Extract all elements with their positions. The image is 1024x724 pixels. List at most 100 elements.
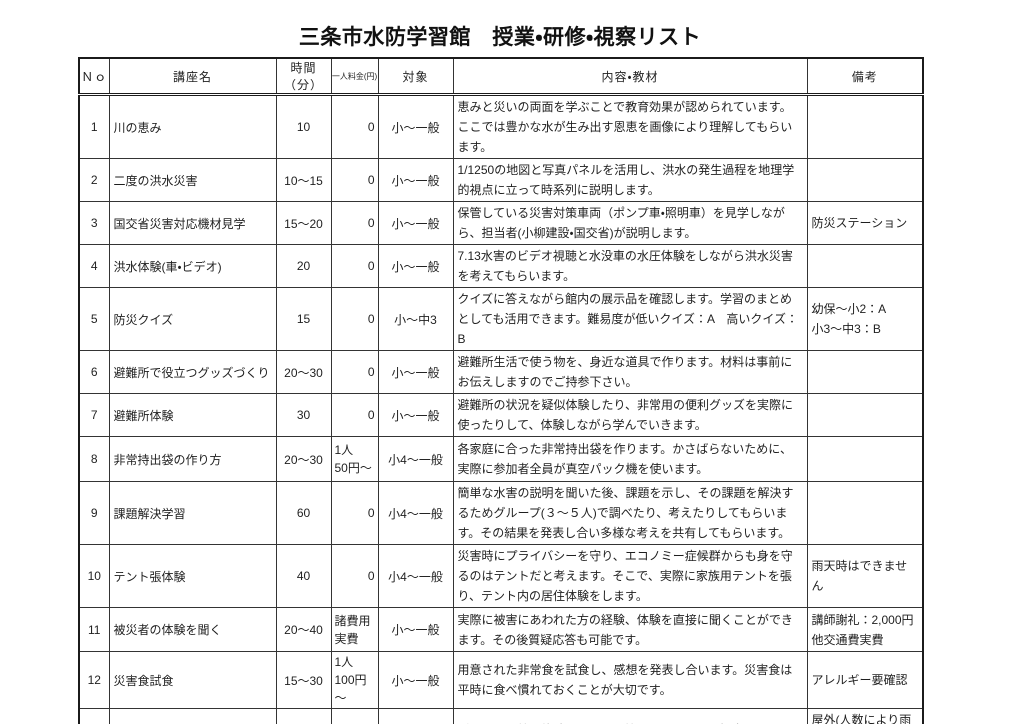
cell-target: 小4～ (377, 708, 454, 724)
cell-course-name: 防災クイズ (108, 287, 277, 351)
cell-no: 11 (78, 607, 110, 652)
cell-fee-per-person: 0 (330, 544, 379, 608)
cell-remarks (806, 350, 924, 394)
cell-target: 小～一般 (377, 94, 454, 159)
cell-target: 小～一般 (377, 244, 454, 288)
cell-time-minutes: 40 (275, 544, 332, 608)
table-row: 9 課題解決学習 60 0 小4～一般 簡単な水害の説明を聞いた後、課題を示し、… (78, 481, 924, 545)
cell-target: 小～一般 (377, 607, 454, 652)
cell-fee-per-person: 0 (330, 393, 379, 437)
cell-time-minutes: 20～40 (275, 607, 332, 652)
cell-remarks (806, 158, 924, 202)
table-row: 13 火おこし体験 15～30 1人 50円～ 小4～ グループで着火体験をしま… (78, 708, 924, 724)
cell-course-name: 非常持出袋の作り方 (108, 436, 277, 482)
cell-content-materials: 実際に被害にあわれた方の経験、体験を直接に聞くことができます。その後質疑応答も可… (452, 607, 808, 652)
column-header-content-materials: 内容・教材 (452, 57, 808, 96)
table-row: 6 避難所で役立つグッズづくり 20～30 0 小～一般 避難所生活で使う物を、… (78, 350, 924, 394)
cell-target: 小～一般 (377, 158, 454, 202)
cell-time-minutes: 15～30 (275, 708, 332, 724)
table-header-row: Ｎｏ 講座名 時間（分） 一人料金(円) 対象 内容・教材 備考 (78, 57, 924, 96)
cell-course-name: 二度の洪水災害 (108, 158, 277, 202)
table-row: 3 国交省災害対応機材見学 15～20 0 小～一般 保管している災害対策車両（… (78, 201, 924, 245)
cell-content-materials: 恵みと災いの両面を学ぶことで教育効果が認められています。ここでは豊かな水が生み出… (452, 94, 808, 159)
cell-content-materials: 保管している災害対策車両（ポンプ車・照明車）を見学しながら、担当者(小柳建設・国… (452, 201, 808, 245)
cell-remarks (806, 436, 924, 482)
cell-time-minutes: 20 (275, 244, 332, 288)
cell-content-materials: 1/1250の地図と写真パネルを活用し、洪水の発生過程を地理学的視点に立って時系… (452, 158, 808, 202)
cell-fee-per-person: 0 (330, 481, 379, 545)
cell-target: 小～一般 (377, 201, 454, 245)
cell-content-materials: 用意された非常食を試食し、感想を発表し合います。災害食は平時に食べ慣れておくこと… (452, 651, 808, 709)
table-row: 1 川の恵み 10 0 小～一般 恵みと災いの両面を学ぶことで教育効果が認められ… (78, 94, 924, 159)
cell-content-materials: 簡単な水害の説明を聞いた後、課題を示し、その課題を解決するためグループ(３～５人… (452, 481, 808, 545)
column-header-course-name: 講座名 (108, 57, 277, 96)
cell-fee-per-person: 0 (330, 158, 379, 202)
cell-fee-per-person: 0 (330, 94, 379, 159)
cell-course-name: テント張体験 (108, 544, 277, 608)
table-row: 5 防災クイズ 15 0 小～中3 クイズに答えながら館内の展示品を確認します。… (78, 287, 924, 351)
cell-fee-per-person: 1人 50円～ (330, 708, 379, 724)
cell-time-minutes: 10～15 (275, 158, 332, 202)
column-header-target: 対象 (377, 57, 454, 96)
cell-time-minutes: 15 (275, 287, 332, 351)
cell-no: 3 (78, 201, 110, 245)
cell-content-materials: 各家庭に合った非常持出袋を作ります。かさばらないために、実際に参加者全員が真空パ… (452, 436, 808, 482)
cell-fee-per-person: 1人 50円～ (330, 436, 379, 482)
cell-content-materials: 災害時にプライバシーを守り、エコノミー症候群からも身を守るのはテントだと考えます… (452, 544, 808, 608)
course-list-table: Ｎｏ 講座名 時間（分） 一人料金(円) 対象 内容・教材 備考 1 川の恵み … (78, 57, 924, 724)
cell-fee-per-person: 諸費用 実費 (330, 607, 379, 652)
cell-course-name: 国交省災害対応機材見学 (108, 201, 277, 245)
cell-no: 13 (78, 708, 110, 724)
cell-content-materials: 7.13水害のビデオ視聴と水没車の水圧体験をしながら洪水災害を考えてもらいます。 (452, 244, 808, 288)
cell-remarks: 屋外(人数により雨天中止の場合があります) (806, 708, 924, 724)
cell-content-materials: 避難所生活で使う物を、身近な道具で作ります。材料は事前にお伝えしますのでご持参下… (452, 350, 808, 394)
cell-course-name: 洪水体験(車・ビデオ) (108, 244, 277, 288)
cell-content-materials: グループで着火体験をします。着火できなかった場合はマッチ等で薪に火を付けます。教… (452, 708, 808, 724)
table-body: 1 川の恵み 10 0 小～一般 恵みと災いの両面を学ぶことで教育効果が認められ… (78, 94, 924, 724)
cell-target: 小～中3 (377, 287, 454, 351)
cell-remarks (806, 393, 924, 437)
cell-content-materials: 避難所の状況を疑似体験したり、非常用の便利グッズを実際に使ったりして、体験しなが… (452, 393, 808, 437)
cell-time-minutes: 20～30 (275, 350, 332, 394)
cell-no: 9 (78, 481, 110, 545)
cell-target: 小4～一般 (377, 436, 454, 482)
column-header-no: Ｎｏ (78, 57, 110, 96)
cell-target: 小～一般 (377, 651, 454, 709)
cell-time-minutes: 60 (275, 481, 332, 545)
cell-no: 5 (78, 287, 110, 351)
table-row: 12 災害食試食 15～30 1人 100円～ 小～一般 用意された非常食を試食… (78, 651, 924, 709)
cell-target: 小4～一般 (377, 481, 454, 545)
cell-time-minutes: 15～20 (275, 201, 332, 245)
cell-no: 1 (78, 94, 110, 159)
cell-remarks: 講師謝礼：2,000円 他交通費実費 (806, 607, 924, 652)
column-header-time-minutes: 時間（分） (275, 57, 332, 96)
cell-course-name: 被災者の体験を聞く (108, 607, 277, 652)
cell-no: 4 (78, 244, 110, 288)
cell-no: 10 (78, 544, 110, 608)
cell-time-minutes: 15～30 (275, 651, 332, 709)
table-row: 2 二度の洪水災害 10～15 0 小～一般 1/1250の地図と写真パネルを活… (78, 158, 924, 202)
cell-no: 6 (78, 350, 110, 394)
cell-no: 8 (78, 436, 110, 482)
cell-remarks: アレルギー要確認 (806, 651, 924, 709)
cell-fee-per-person: 1人 100円～ (330, 651, 379, 709)
cell-fee-per-person: 0 (330, 350, 379, 394)
cell-course-name: 川の恵み (108, 94, 277, 159)
table-row: 10 テント張体験 40 0 小4～一般 災害時にプライバシーを守り、エコノミー… (78, 544, 924, 608)
cell-course-name: 課題解決学習 (108, 481, 277, 545)
cell-course-name: 避難所で役立つグッズづくり (108, 350, 277, 394)
cell-course-name: 災害食試食 (108, 651, 277, 709)
cell-remarks: 防災ステーション (806, 201, 924, 245)
cell-time-minutes: 10 (275, 94, 332, 159)
page-title: 三条市水防学習館 授業・研修・視察リスト (298, 26, 702, 49)
table-row: 4 洪水体験(車・ビデオ) 20 0 小～一般 7.13水害のビデオ視聴と水没車… (78, 244, 924, 288)
cell-target: 小4～一般 (377, 544, 454, 608)
cell-time-minutes: 20～30 (275, 436, 332, 482)
cell-remarks: 幼保～小2：A 小3～中3：B (806, 287, 924, 351)
cell-target: 小～一般 (377, 393, 454, 437)
cell-remarks: 雨天時はできません (806, 544, 924, 608)
column-header-remarks: 備考 (806, 57, 924, 96)
table-row: 11 被災者の体験を聞く 20～40 諸費用 実費 小～一般 実際に被害にあわれ… (78, 607, 924, 652)
cell-course-name: 避難所体験 (108, 393, 277, 437)
